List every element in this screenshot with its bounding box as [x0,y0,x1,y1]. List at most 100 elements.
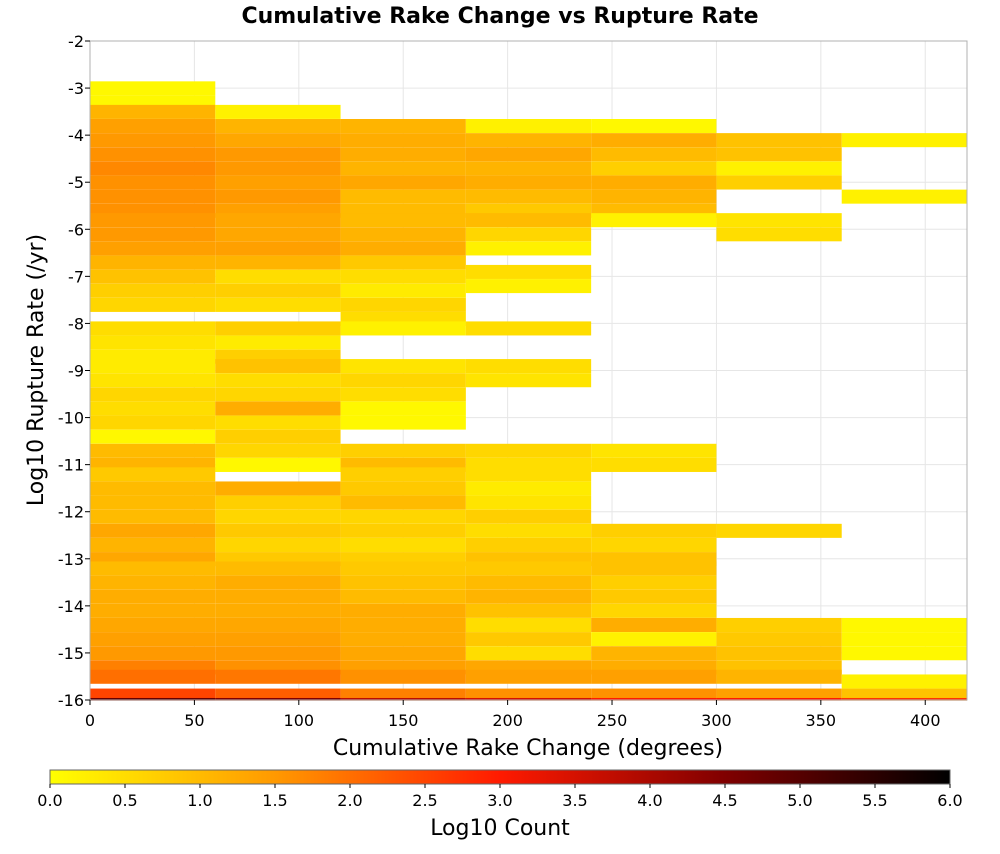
colorbar-tick-label: 0.0 [37,791,62,810]
heatmap-cell [465,632,592,647]
heatmap-cells [90,81,967,701]
heatmap-cell [841,617,967,633]
heatmap-cell [340,509,466,524]
heatmap-cell [465,537,592,552]
y-tick-label: -3 [68,79,84,98]
heatmap-cell [465,443,592,458]
y-tick-label: -2 [68,32,84,51]
x-tick-label: 400 [910,711,941,730]
y-tick-label: -10 [58,409,84,428]
heatmap-cell [215,189,341,204]
y-tick-label: -16 [58,691,84,710]
heatmap-cell [90,161,216,176]
colorbar [49,769,951,785]
heatmap-cell [215,297,341,312]
heatmap-cell [340,283,466,298]
heatmap-cell [340,467,466,482]
heatmap-cell [340,632,466,647]
heatmap-cell [716,133,842,148]
heatmap-cell [90,467,216,482]
heatmap-cell [591,697,717,701]
heatmap-cell [465,523,592,538]
heatmap-cell [591,133,717,148]
heatmap-cell [591,523,717,538]
heatmap-cell [340,481,466,496]
heatmap-cell [215,213,341,228]
heatmap-cell [465,227,592,242]
heatmap-cell [90,415,216,430]
heatmap-cell [215,509,341,524]
heatmap-cell [340,561,466,576]
heatmap-cell [340,133,466,148]
heatmap-cell [90,241,216,256]
heatmap-cell [215,443,341,458]
heatmap-cell [215,669,341,684]
heatmap-cell [465,241,592,256]
heatmap-cell [716,669,842,684]
heatmap-cell [90,481,216,496]
heatmap-cell [340,373,466,388]
heatmap-cell [90,359,216,374]
colorbar-ticks: 0.0 0.5 1.0 1.5 2.0 2.5 3.0 3.5 4.0 4.5 5.0 5.5 6.0 [37,784,963,810]
heatmap-cell [215,241,341,256]
y-tick-label: -6 [68,220,84,239]
y-tick-label: -12 [58,503,84,522]
heatmap-cell [90,509,216,524]
heatmap-cell [716,697,842,701]
heatmap-cell [215,283,341,298]
x-tick-label: 50 [184,711,204,730]
heatmap-cell [340,537,466,552]
heatmap-cell [340,523,466,538]
heatmap-cell [215,335,341,350]
heatmap-cell [215,537,341,552]
y-tick-label: -4 [68,126,84,145]
heatmap-cell [340,147,466,162]
heatmap-cell [340,175,466,190]
heatmap-cell [90,575,216,590]
heatmap-cell [340,401,466,416]
y-axis-ticks: -2 -3 -4 -5 -6 -7 -8 -9 -10 -11 -12 -13 -14 -15 -16 [58,32,90,710]
y-tick-label: -7 [68,267,84,286]
heatmap-cell [340,669,466,684]
heatmap-cell [465,175,592,190]
heatmap-cell [841,632,967,647]
heatmap-cell [591,575,717,590]
heatmap-cell [90,227,216,242]
heatmap-cell [215,119,341,134]
heatmap-cell [340,161,466,176]
heatmap-cell [90,401,216,416]
heatmap-cell [716,161,842,176]
heatmap-cell [591,603,717,618]
heatmap-cell [215,175,341,190]
colorbar-tick-label: 3.0 [487,791,512,810]
heatmap-cell [90,523,216,538]
heatmap-cell [340,359,466,374]
heatmap-cell [465,279,592,294]
heatmap-cell [90,373,216,388]
colorbar-label: Log10 Count [430,816,570,841]
heatmap-cell [465,495,592,510]
heatmap-cell [340,617,466,633]
heatmap-cell [716,227,842,242]
heatmap-cell [340,119,466,134]
colorbar-tick-label: 2.0 [337,791,362,810]
x-tick-label: 0 [85,711,95,730]
heatmap-cell [90,147,216,162]
heatmap-cell [215,104,341,119]
heatmap-cell [465,189,592,204]
colorbar-tick-label: 6.0 [937,791,962,810]
heatmap-cell [591,646,717,661]
heatmap-cell [340,255,466,270]
heatmap-cell [90,255,216,270]
heatmap-cell [90,133,216,148]
y-tick-label: -5 [68,173,84,192]
colorbar-tick-label: 4.0 [637,791,662,810]
heatmap-cell [215,646,341,661]
heatmap-cell [465,161,592,176]
heatmap-cell [90,269,216,284]
colorbar-tick-label: 5.0 [787,791,812,810]
heatmap-cell [716,175,842,190]
heatmap-cell [215,632,341,647]
x-tick-label: 300 [701,711,732,730]
heatmap-cell [465,467,592,482]
